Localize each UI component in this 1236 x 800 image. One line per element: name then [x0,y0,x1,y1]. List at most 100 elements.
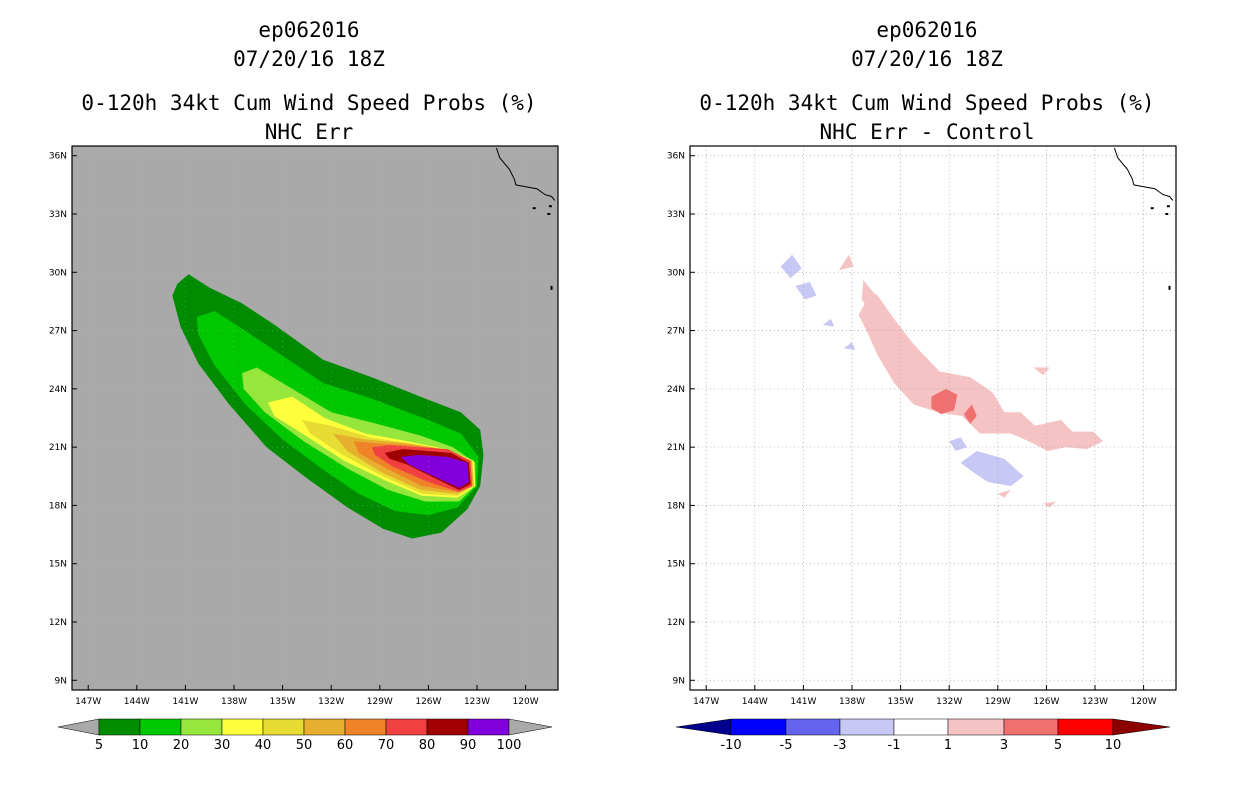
colorbar-label: 50 [296,738,313,753]
contour-fill-3-7 [963,404,977,424]
colorbar-segment-5 [303,718,346,736]
x-tick-label: 135W [888,697,914,707]
x-tick-label: 120W [513,697,539,707]
map-chart-right: 147W 144W 141W 138W 135W 132W 129W 126W 123W 120W… [667,145,1177,753]
plot-frame [71,145,559,691]
y-tick-label: 24N [667,385,685,395]
plot-frame [689,145,1177,691]
y-tick-label: 27N [667,327,685,337]
y-tick-label: 33N [667,210,685,220]
y-tick-label: 24N [49,385,67,395]
y-tick-label: 36N [49,152,67,162]
contour-fill--3-11 [949,437,967,451]
panel-right: ep062016 07/20/16 18Z 0-120h 34kt Cum Wi… [618,0,1236,800]
colorbar-segment-2 [839,718,895,736]
colorbar-label: 1 [944,738,952,753]
colorbar-segment-9 [467,718,510,736]
datetime-title: 07/20/16 18Z [233,47,385,71]
y-tick-label: 33N [49,210,67,220]
subtitle: NHC Err [264,120,354,144]
colorbar-segment-3 [893,718,949,736]
x-tick-label: 141W [172,697,198,707]
coastline [495,147,556,201]
colorbar-arrow-high [508,718,553,736]
y-tick-label: 18N [49,501,67,511]
datetime-title: 07/20/16 18Z [851,47,1003,71]
island-1 [1150,207,1154,210]
storm-id-title: ep062016 [258,18,360,42]
contour-fill--3-12 [822,318,835,327]
colorbar-segment-2 [180,718,223,736]
y-tick-label: 15N [667,560,685,570]
coastline [1113,147,1174,201]
y-tick-label: 9N [55,676,67,686]
y-tick-label: 12N [667,618,685,628]
colorbar-label: 70 [378,738,395,753]
colorbar-label: -1 [888,738,901,753]
y-tick-label: 21N [667,443,685,453]
colorbar-label: -5 [780,738,793,753]
colorbar-segment-4 [262,718,305,736]
x-tick-label: 141W [790,697,816,707]
colorbar-segment-6 [344,718,387,736]
contour-fill-1-3 [1033,367,1050,376]
colorbar-segment-4 [947,718,1005,736]
product-title: 0-120h 34kt Cum Wind Speed Probs (%) [699,91,1155,115]
plot-background [690,146,1176,690]
product-title: 0-120h 34kt Cum Wind Speed Probs (%) [81,91,537,115]
x-tick-label: 126W [415,697,441,707]
x-tick-label: 147W [75,697,101,707]
x-tick-label: 147W [693,697,719,707]
contour-fill-1-1 [861,280,882,314]
y-tick-label: 30N [49,268,67,278]
colorbar-label: 5 [95,738,103,753]
storm-id-title: ep062016 [876,18,978,42]
colorbar-label: 10 [132,738,149,753]
subtitle: NHC Err - Control [819,120,1035,144]
island-guadalupe [550,285,553,290]
island-1 [532,207,536,210]
colorbar-label: -10 [720,738,741,753]
colorbar-label: 5 [1054,738,1062,753]
colorbar-segment-1 [785,718,841,736]
y-tick-label: 36N [667,152,685,162]
island-2 [1165,213,1169,215]
x-tick-label: 126W [1033,697,1059,707]
colorbar-segment-0 [730,718,787,736]
x-tick-label: 132W [318,697,344,707]
x-tick-label: 129W [367,697,393,707]
contour-fill-90-9 [400,454,469,488]
colorbar-label: 90 [460,738,477,753]
island-0 [1166,205,1170,208]
y-tick-label: 15N [49,560,67,570]
contour-fill--3-9 [780,254,802,279]
colorbar-label: 100 [497,738,522,753]
colorbar-segment-0 [98,718,141,736]
x-tick-label: 144W [742,697,768,707]
contour-fill-1-0 [858,293,1104,451]
colorbar-label: 10 [1105,738,1122,753]
colorbar-label: 80 [419,738,436,753]
map-chart-left: 147W 144W 141W 138W 135W 132W 129W 126W 123W 120W… [49,145,559,753]
island-2 [547,213,551,215]
contour-fill--3-8 [960,451,1024,486]
x-tick-label: 123W [464,697,490,707]
contour-fill-1-4 [1043,501,1057,508]
x-tick-label: 144W [124,697,150,707]
contour-fill--3-13 [843,342,856,350]
colorbar-segment-5 [1003,718,1059,736]
colorbar-segment-7 [385,718,428,736]
x-tick-label: 129W [985,697,1011,707]
panel-left: ep062016 07/20/16 18Z 0-120h 34kt Cum Wi… [49,18,559,753]
colorbar-label: 3 [1000,738,1008,753]
x-tick-label: 138W [839,697,865,707]
colorbar-label: 20 [173,738,190,753]
colorbar-segment-1 [139,718,182,736]
y-tick-label: 18N [667,501,685,511]
island-guadalupe [1168,285,1171,290]
colorbar-label: 40 [255,738,272,753]
colorbar-label: 60 [337,738,354,753]
contour-fill-1-5 [997,489,1011,498]
colorbar-segment-3 [221,718,264,736]
colorbar-arrow-low [57,718,100,736]
